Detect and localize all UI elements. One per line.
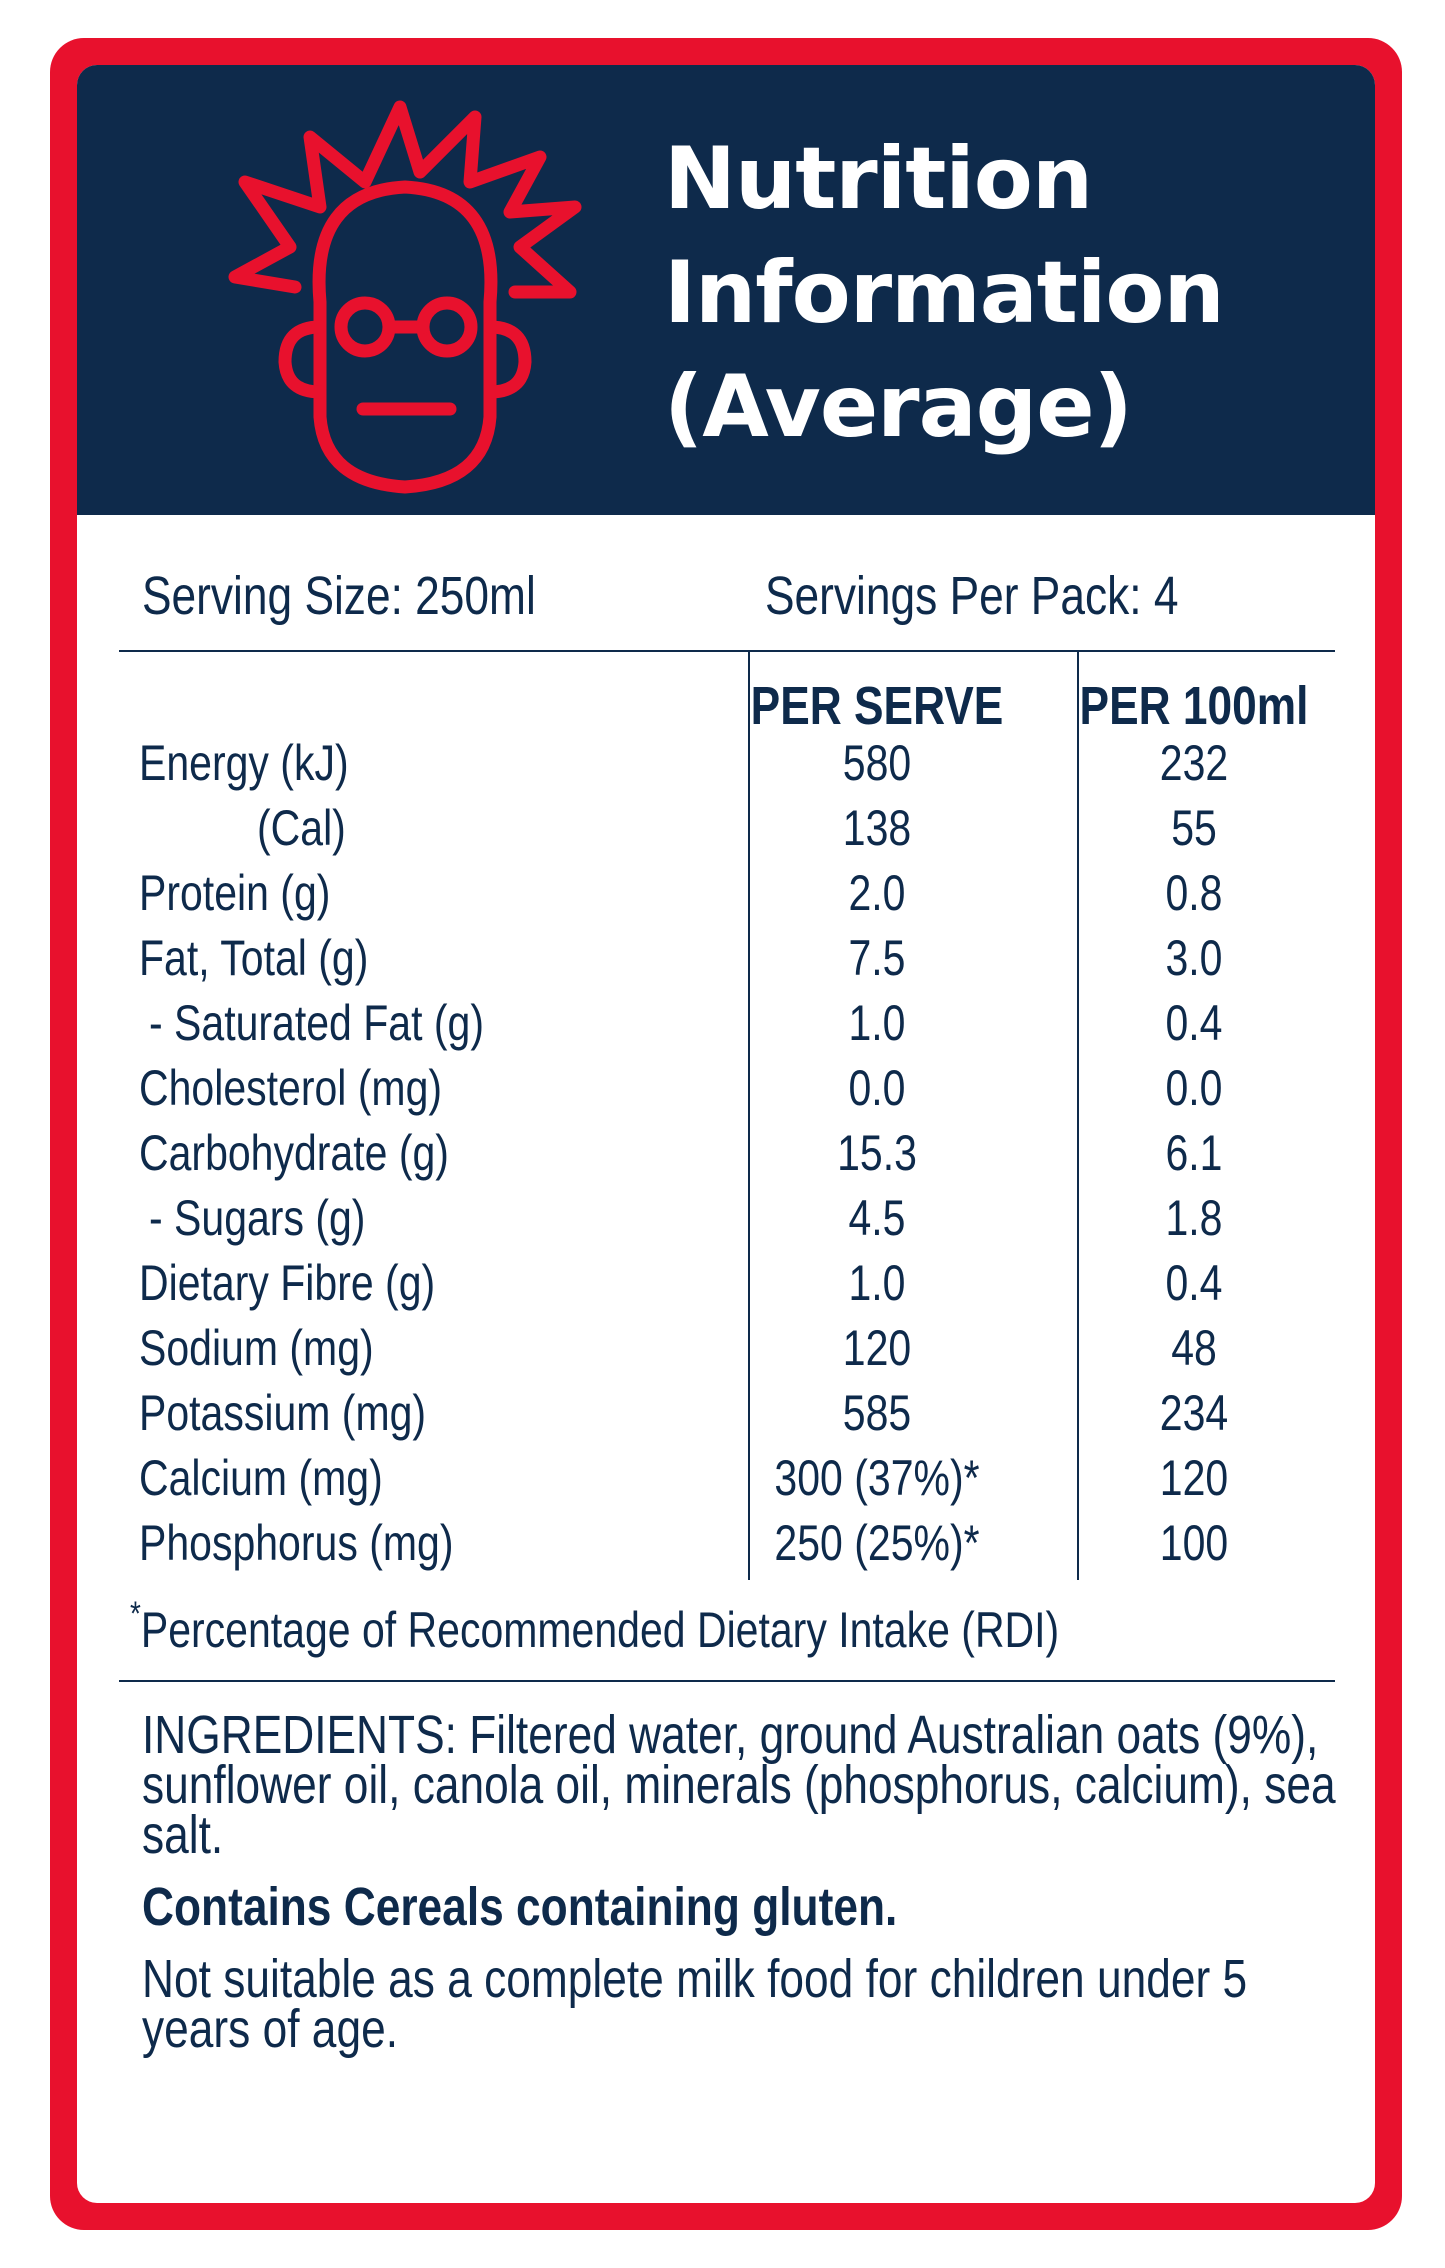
table-row: Potassium (mg) 585 234 bbox=[77, 1381, 1375, 1446]
row-label: Calcium (mg) bbox=[139, 1450, 383, 1506]
row-label: - Saturated Fat (g) bbox=[149, 995, 484, 1051]
row-label: Sodium (mg) bbox=[139, 1320, 374, 1376]
row-label: Fat, Total (g) bbox=[139, 930, 369, 986]
per-100ml-value: 0.4 bbox=[1165, 1255, 1223, 1311]
row-label: - Sugars (g) bbox=[149, 1190, 366, 1246]
page-title: Nutrition Information (Average) bbox=[664, 122, 1344, 464]
warning-statement: Not suitable as a complete milk food for… bbox=[142, 1949, 1248, 2059]
nutrition-table: Energy (kJ) 580 232 (Cal) 138 55 Protein… bbox=[77, 731, 1375, 1576]
divider-bottom bbox=[119, 1680, 1335, 1682]
per-100ml-value: 0.4 bbox=[1165, 995, 1223, 1051]
serving-size: Serving Size: 250ml bbox=[142, 566, 536, 626]
row-label: (Cal) bbox=[257, 800, 346, 856]
per-100ml-value: 48 bbox=[1171, 1320, 1217, 1376]
per-serve-value: 250 (25%)* bbox=[774, 1515, 980, 1571]
per-serve-value: 4.5 bbox=[848, 1190, 906, 1246]
title-line-3: (Average) bbox=[664, 357, 1133, 457]
per-serve-value: 138 bbox=[842, 800, 912, 856]
scientist-face-icon bbox=[228, 100, 582, 494]
table-row: Fat, Total (g) 7.5 3.0 bbox=[77, 926, 1375, 991]
per-serve-value: 1.0 bbox=[848, 1255, 906, 1311]
table-row: Energy (kJ) 580 232 bbox=[77, 731, 1375, 796]
column-header-per-serve: PER SERVE bbox=[750, 676, 1004, 736]
ingredients-list: INGREDIENTS: Filtered water, ground Aust… bbox=[142, 1705, 1336, 1865]
per-serve-value: 15.3 bbox=[837, 1125, 917, 1181]
table-row: - Saturated Fat (g) 1.0 0.4 bbox=[77, 991, 1375, 1056]
per-100ml-value: 55 bbox=[1171, 800, 1217, 856]
title-line-2: Information bbox=[664, 243, 1225, 343]
per-serve-value: 1.0 bbox=[848, 995, 906, 1051]
table-row: Cholesterol (mg) 0.0 0.0 bbox=[77, 1056, 1375, 1121]
per-100ml-value: 232 bbox=[1159, 735, 1229, 791]
per-100ml-value: 234 bbox=[1159, 1385, 1229, 1441]
title-line-1: Nutrition bbox=[664, 129, 1093, 229]
per-100ml-value: 100 bbox=[1159, 1515, 1229, 1571]
per-100ml-value: 0.8 bbox=[1165, 865, 1223, 921]
column-header-per-100ml: PER 100ml bbox=[1079, 676, 1309, 736]
table-row: Protein (g) 2.0 0.8 bbox=[77, 861, 1375, 926]
row-label: Energy (kJ) bbox=[139, 735, 349, 791]
row-label: Carbohydrate (g) bbox=[139, 1125, 449, 1181]
column-divider-1 bbox=[748, 650, 750, 1580]
table-row: Sodium (mg) 120 48 bbox=[77, 1316, 1375, 1381]
servings-per-pack: Servings Per Pack: 4 bbox=[765, 566, 1179, 626]
table-row: Phosphorus (mg) 250 (25%)* 100 bbox=[77, 1511, 1375, 1576]
footnote-text: Percentage of Recommended Dietary Intake… bbox=[140, 1602, 1060, 1658]
per-serve-value: 580 bbox=[842, 735, 912, 791]
divider-top bbox=[119, 650, 1335, 652]
ingredients-section: INGREDIENTS: Filtered water, ground Aust… bbox=[142, 1705, 1339, 2076]
row-label: Potassium (mg) bbox=[139, 1385, 427, 1441]
per-serve-value: 2.0 bbox=[848, 865, 906, 921]
allergen-statement: Contains Cereals containing gluten. bbox=[142, 1877, 898, 1937]
table-row: Calcium (mg) 300 (37%)* 120 bbox=[77, 1446, 1375, 1511]
row-label: Phosphorus (mg) bbox=[139, 1515, 454, 1571]
footnote-mark: * bbox=[130, 1595, 141, 1633]
table-row: Dietary Fibre (g) 1.0 0.4 bbox=[77, 1251, 1375, 1316]
row-label: Dietary Fibre (g) bbox=[139, 1255, 436, 1311]
row-label: Protein (g) bbox=[139, 865, 331, 921]
per-100ml-value: 1.8 bbox=[1165, 1190, 1223, 1246]
table-row: Carbohydrate (g) 15.3 6.1 bbox=[77, 1121, 1375, 1186]
per-100ml-value: 6.1 bbox=[1165, 1125, 1223, 1181]
per-100ml-value: 3.0 bbox=[1165, 930, 1223, 986]
per-serve-value: 585 bbox=[842, 1385, 912, 1441]
per-serve-value: 0.0 bbox=[848, 1060, 906, 1116]
header-banner: Nutrition Information (Average) bbox=[77, 65, 1375, 515]
per-serve-value: 7.5 bbox=[848, 930, 906, 986]
per-serve-value: 120 bbox=[842, 1320, 912, 1376]
per-100ml-value: 0.0 bbox=[1165, 1060, 1223, 1116]
nutrition-panel: Nutrition Information (Average) Serving … bbox=[77, 65, 1375, 2203]
column-divider-2 bbox=[1077, 650, 1079, 1580]
row-label: Cholesterol (mg) bbox=[139, 1060, 443, 1116]
table-row: (Cal) 138 55 bbox=[77, 796, 1375, 861]
rdi-footnote: *Percentage of Recommended Dietary Intak… bbox=[130, 1595, 1059, 1659]
per-serve-value: 300 (37%)* bbox=[774, 1450, 980, 1506]
per-100ml-value: 120 bbox=[1159, 1450, 1229, 1506]
table-row: - Sugars (g) 4.5 1.8 bbox=[77, 1186, 1375, 1251]
